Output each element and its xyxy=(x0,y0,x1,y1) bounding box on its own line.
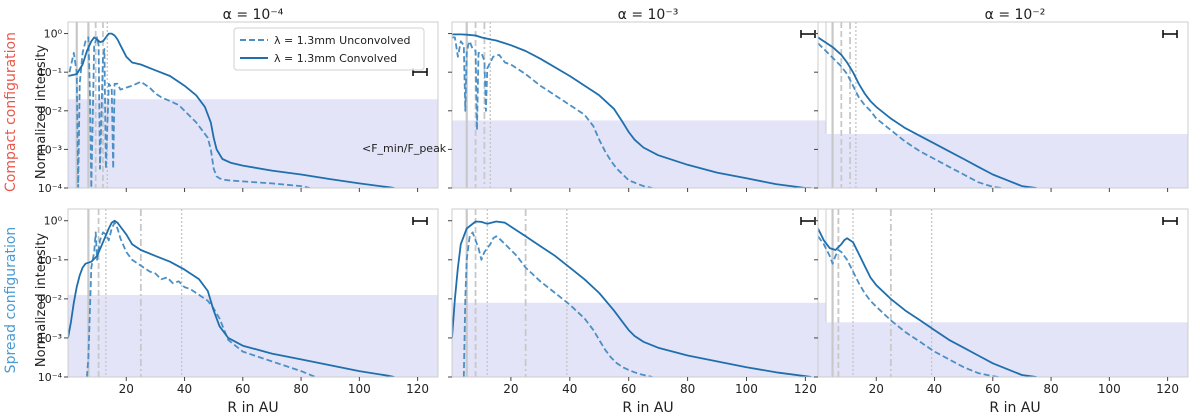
panel-0-2-fmin-band xyxy=(818,133,1188,188)
y-axis-label-bottom: Normalized intensity xyxy=(34,233,49,368)
panel-1-0-xtick-label: 40 xyxy=(177,382,192,396)
panel-1-1-unconvolved-series xyxy=(462,231,653,377)
legend-box xyxy=(233,27,425,71)
panel-1-2-xtick-label: 40 xyxy=(927,382,942,396)
panel-1-2-frame xyxy=(817,208,1189,378)
panel-1-0-ytick-label: 10⁻³ xyxy=(38,332,62,345)
x-axis-label-2: R in AU xyxy=(989,400,1040,416)
panel-1-0-ytick-label: 10⁻⁴ xyxy=(38,371,63,384)
panel-1-0-xtick-label: 80 xyxy=(293,382,308,396)
panel-1-2: 20 40 60 80 100 120 xyxy=(814,208,1189,396)
panel-1-1: 20 40 60 80 100 120 xyxy=(448,208,827,396)
x-axis-label-1: R in AU xyxy=(622,400,673,416)
panel-1-2-unconvolved-series xyxy=(818,235,999,377)
x-axis-label-0: R in AU xyxy=(227,400,278,416)
panel-0-0-ytick-label: 10⁻³ xyxy=(38,143,62,156)
panel-1-1-xtick-label: 60 xyxy=(621,382,636,396)
panel-1-2-xtick-label: 80 xyxy=(1043,382,1058,396)
panel-0-1-frame xyxy=(451,21,827,189)
legend: λ = 1.3mm Unconvolved λ = 1.3mm Convolve… xyxy=(233,27,425,71)
panel-1-1-xtick-label: 40 xyxy=(562,382,577,396)
panel-1-0-frame xyxy=(67,208,439,378)
panel-0-0-ytick-label: 10⁻¹ xyxy=(38,66,62,79)
panel-1-0-convolved-series xyxy=(68,219,395,377)
panel-1-2-xtick-label: 100 xyxy=(1098,382,1121,396)
panel-0-0-ytick-label: 10⁰ xyxy=(44,28,63,41)
panel-1-1-xtick-label: 80 xyxy=(680,382,695,396)
panel-0-2-frame xyxy=(817,21,1189,189)
panel-1-2-fmin-band xyxy=(818,322,1188,377)
panel-1-2-xtick-label: 20 xyxy=(869,382,884,396)
panel-0-2-convolved-series xyxy=(818,36,1037,188)
panel-1-0-fmin-band xyxy=(68,294,438,377)
panel-1-0: 10⁰ 10⁻¹ 10⁻² 10⁻³ 10⁻⁴ 20 40 60 80 100 120 xyxy=(38,208,439,396)
panel-0-0-fmin-band xyxy=(68,99,438,188)
panel-1-1-xtick-label: 20 xyxy=(503,382,518,396)
panel-0-2 xyxy=(814,21,1189,192)
panel-1-0-ytick-label: 10⁻¹ xyxy=(38,254,62,267)
panel-0-1-fmin-band xyxy=(452,120,826,188)
panel-1-2-xtick-label: 120 xyxy=(1156,382,1179,396)
panel-1-0-xtick-label: 120 xyxy=(406,382,429,396)
fmin-annotation: <F_min/F_peak xyxy=(362,142,447,155)
panel-0-2-unconvolved-series xyxy=(818,42,1002,188)
panel-0-1 xyxy=(448,21,827,192)
panel-1-2-convolved-series xyxy=(818,228,1037,377)
legend-unconvolved-label: λ = 1.3mm Unconvolved xyxy=(274,34,410,47)
panel-0-0-ytick-label: 10⁻⁴ xyxy=(38,182,63,195)
col-title-1: α = 10⁻³ xyxy=(618,7,679,23)
panel-1-0-unconvolved-series xyxy=(86,221,316,377)
y-axis-label-top: Normalized intensity xyxy=(34,45,49,180)
row-label-compact: Compact configuration xyxy=(3,32,19,192)
panel-0-0-frame xyxy=(67,21,439,189)
col-title-2: α = 10⁻² xyxy=(985,7,1046,23)
panel-0-1-unconvolved-series xyxy=(452,36,653,188)
panel-1-0-xtick-label: 100 xyxy=(348,382,371,396)
panel-1-0-xtick-label: 20 xyxy=(119,382,134,396)
panel-1-1-convolved-series xyxy=(452,220,812,377)
panel-0-0: 10⁰ 10⁻¹ 10⁻² 10⁻³ 10⁻⁴ xyxy=(38,21,439,195)
panel-1-1-xtick-label: 120 xyxy=(794,382,817,396)
panel-1-1-frame xyxy=(451,208,827,378)
legend-convolved-label: λ = 1.3mm Convolved xyxy=(274,52,397,65)
panel-0-1-convolved-series xyxy=(452,33,812,188)
row-label-spread: Spread configuration xyxy=(3,227,19,374)
panel-1-0-xtick-label: 60 xyxy=(235,382,250,396)
panel-1-0-ytick-label: 10⁻² xyxy=(38,293,62,306)
col-title-0: α = 10⁻⁴ xyxy=(223,7,284,23)
panel-1-2-xtick-label: 60 xyxy=(985,382,1000,396)
panel-0-0-convolved-series xyxy=(68,32,395,188)
panel-0-0-ytick-label: 10⁻² xyxy=(38,105,62,118)
panel-1-1-xtick-label: 100 xyxy=(735,382,758,396)
panel-1-0-ytick-label: 10⁰ xyxy=(44,215,63,228)
panel-0-0-unconvolved-series xyxy=(68,36,310,188)
